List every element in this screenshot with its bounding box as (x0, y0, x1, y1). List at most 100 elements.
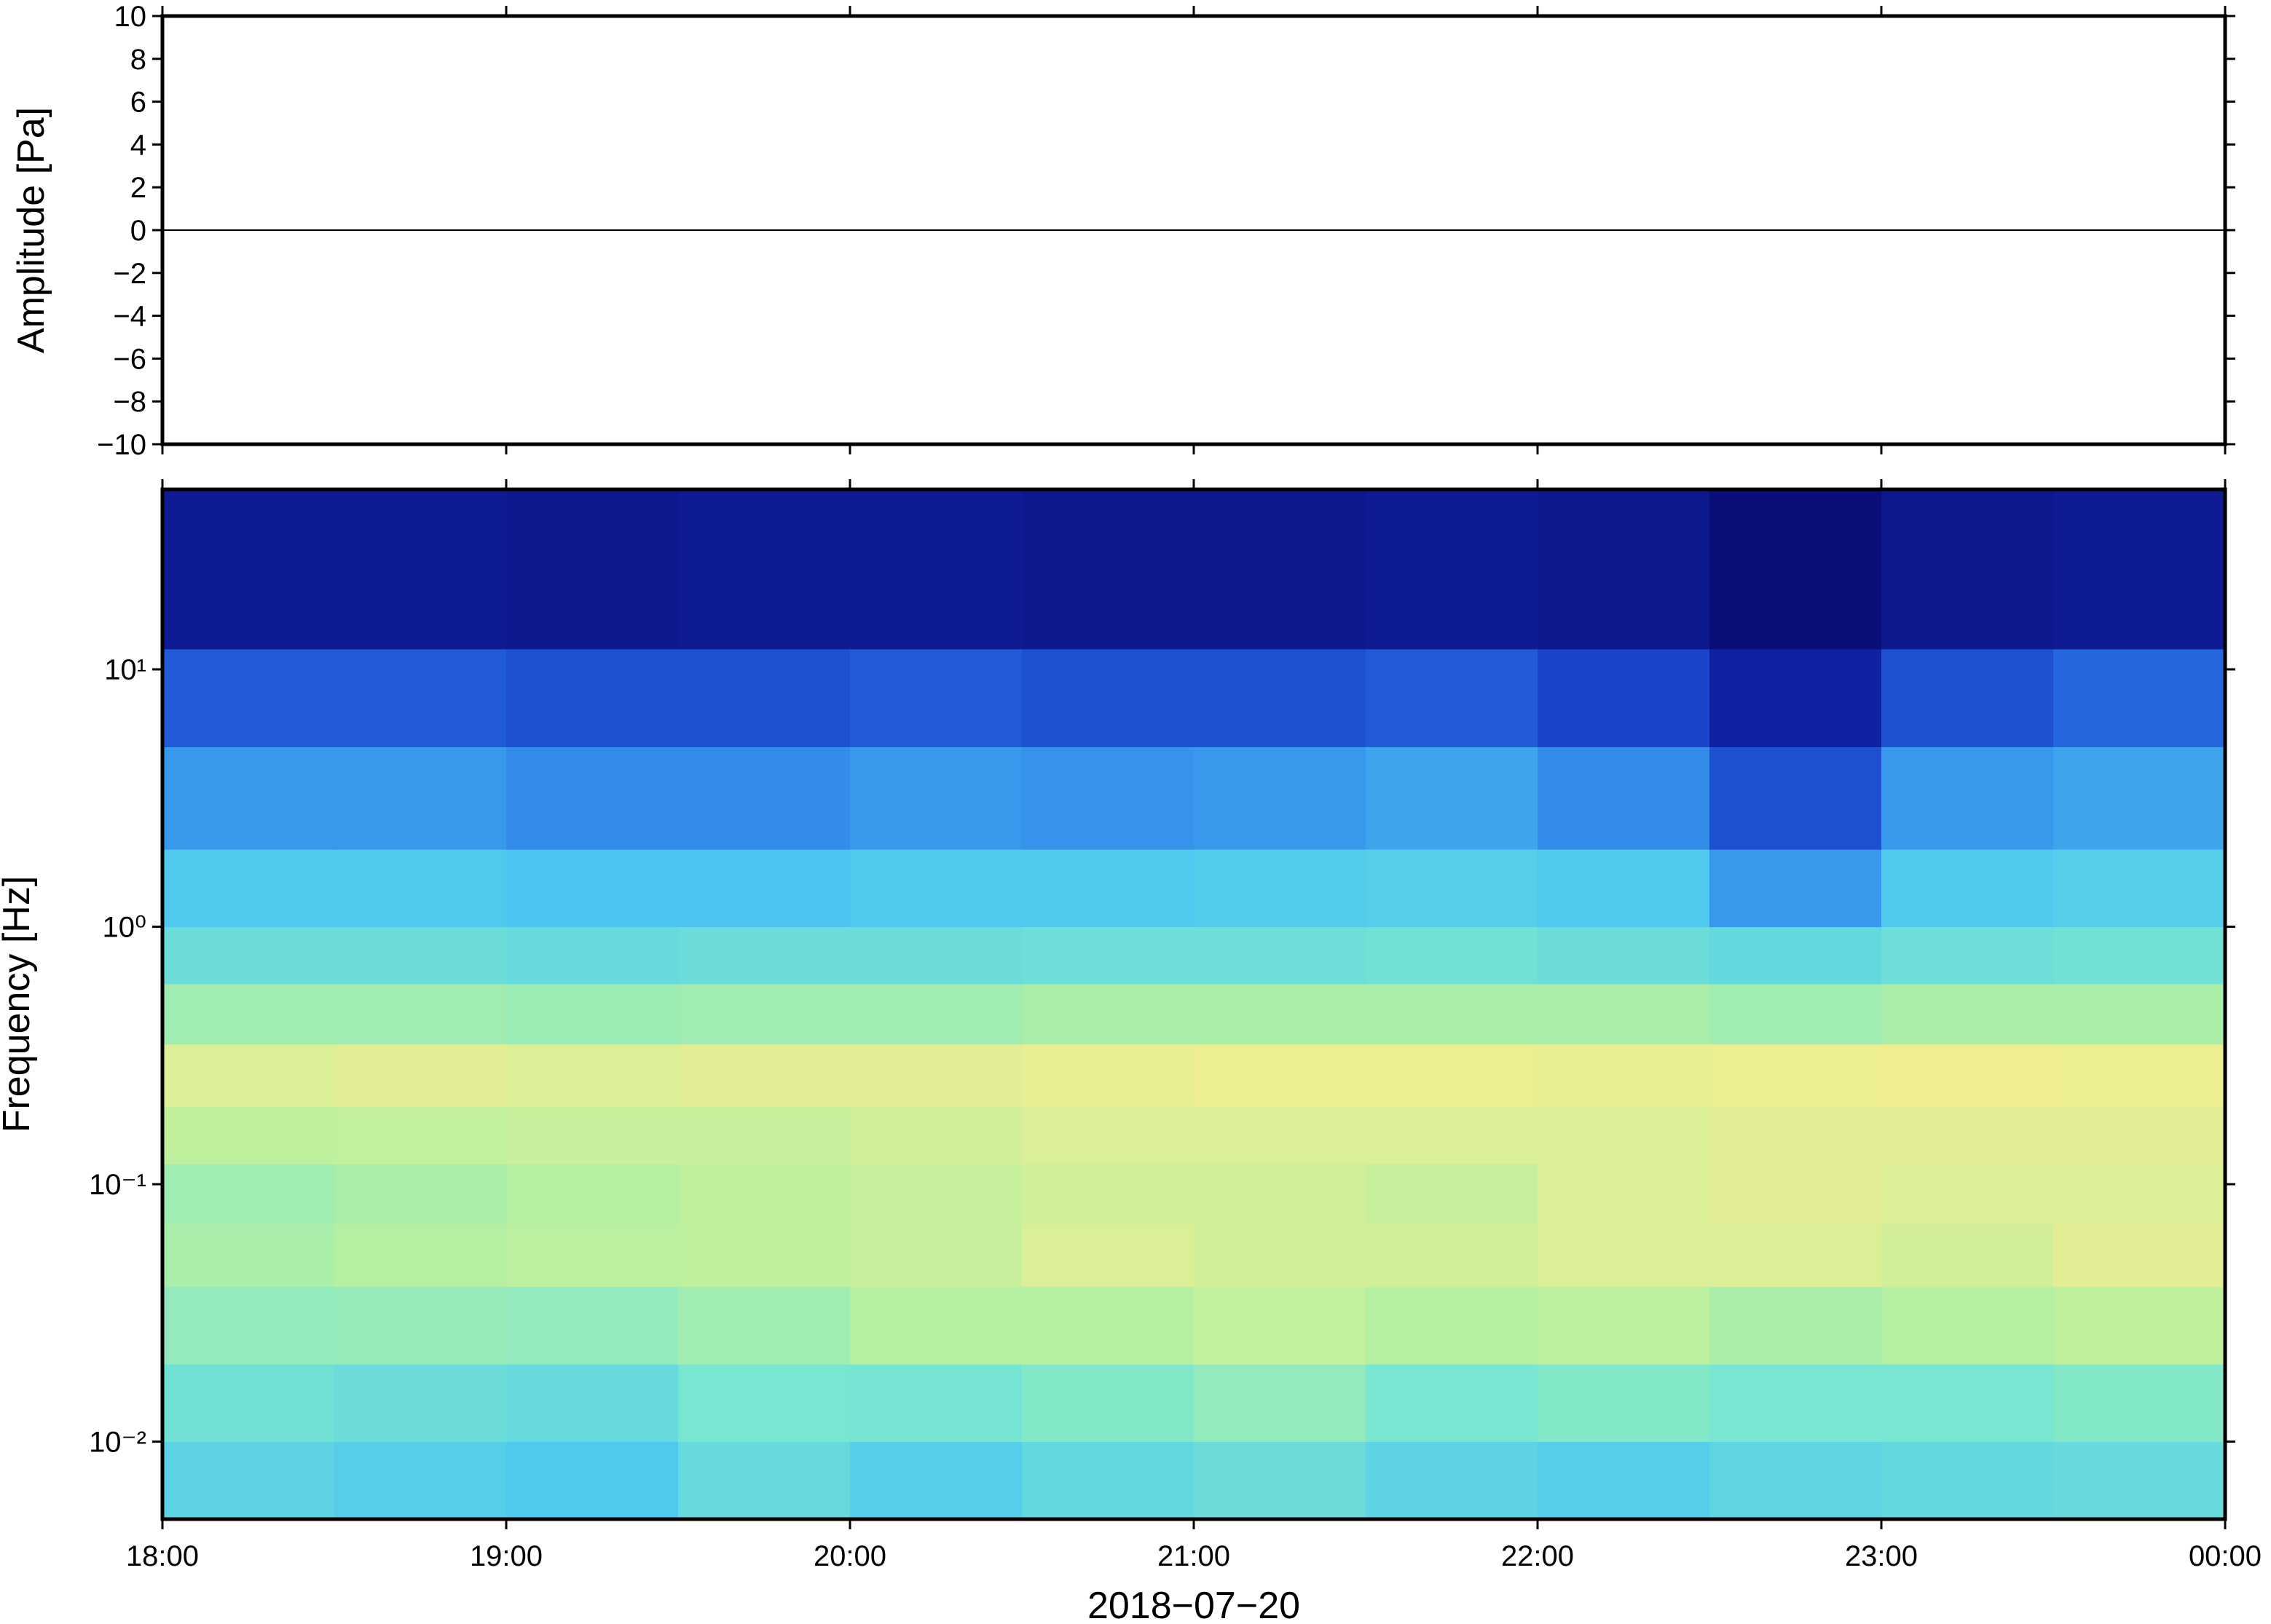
heatmap-cell (334, 1223, 507, 1288)
heatmap-cell (162, 849, 335, 928)
heatmap-cell (2053, 746, 2226, 850)
heatmap-cell (1194, 649, 1366, 747)
heatmap-cell (1538, 746, 1710, 850)
y-tick-label: 2 (130, 172, 146, 204)
heatmap-cell (1194, 1441, 1366, 1520)
heatmap-cell (678, 489, 851, 650)
x-tick-label: 20:00 (814, 1540, 886, 1572)
heatmap-cell (334, 1441, 507, 1520)
heatmap-cell (1194, 746, 1366, 850)
heatmap-cell (1022, 489, 1194, 650)
heatmap-cell (1022, 1223, 1194, 1288)
heatmap-cell (2053, 649, 2226, 747)
heatmap-cell (1709, 649, 1882, 747)
heatmap-cell (1538, 1106, 1710, 1164)
heatmap-cell (1709, 1164, 1882, 1225)
heatmap-cell (678, 1286, 851, 1365)
heatmap-cell (506, 1106, 679, 1164)
heatmap-cell (1709, 849, 1882, 928)
heatmap-cell (162, 1044, 335, 1108)
heatmap-cell (1881, 926, 2054, 985)
heatmap-cell (678, 1164, 851, 1225)
heatmap-cell (1194, 1364, 1366, 1443)
heatmap-cell (1709, 489, 1882, 650)
heatmap-cell (1194, 984, 1366, 1045)
y-tick-label: −10 (97, 429, 146, 461)
heatmap-cell (1022, 649, 1194, 747)
y-tick-label: 10⁻¹ (89, 1169, 146, 1201)
heatmap-cell (678, 984, 851, 1045)
heatmap-cell (678, 649, 851, 747)
heatmap-cell (506, 1044, 679, 1108)
heatmap-cell (1366, 1106, 1538, 1164)
heatmap-cell (506, 1164, 679, 1225)
heatmap-cell (334, 649, 507, 747)
heatmap-cell (1881, 1364, 2054, 1443)
heatmap-cell (1538, 1164, 1710, 1225)
heatmap-cell (1022, 849, 1194, 928)
heatmap-cell (1022, 1441, 1194, 1520)
heatmap-cell (162, 984, 335, 1045)
heatmap-cell (1881, 649, 2054, 747)
heatmap-cell (850, 926, 1023, 985)
heatmap-cell (2053, 849, 2226, 928)
x-tick-label: 19:00 (470, 1540, 543, 1572)
heatmap-cell (1538, 849, 1710, 928)
y-axis-title: Frequency [Hz] (0, 876, 38, 1133)
heatmap-cell (1538, 1223, 1710, 1288)
heatmap-cell (1709, 1286, 1882, 1365)
heatmap-cell (1194, 1044, 1366, 1108)
heatmap-cell (506, 489, 679, 650)
heatmap-cell (1881, 1223, 2054, 1288)
heatmap-cell (678, 1106, 851, 1164)
heatmap-cell (1881, 746, 2054, 850)
y-tick-label: 0 (130, 215, 146, 247)
heatmap-cell (1709, 984, 1882, 1045)
heatmap-cell (334, 1044, 507, 1108)
heatmap-cell (850, 1223, 1023, 1288)
x-tick-label: 21:00 (1157, 1540, 1230, 1572)
heatmap-cell (506, 1441, 679, 1520)
heatmap-cell (1709, 1044, 1882, 1108)
heatmap-cell (162, 926, 335, 985)
heatmap-cell (678, 1364, 851, 1443)
heatmap-cell (850, 984, 1023, 1045)
heatmap-cell (1538, 1286, 1710, 1365)
heatmap-cell (506, 746, 679, 850)
heatmap-cell (1538, 649, 1710, 747)
heatmap-cell (1881, 984, 2054, 1045)
y-tick-label: 8 (130, 44, 146, 76)
heatmap-cell (850, 746, 1023, 850)
x-axis-title: 2018−07−20 (1087, 1585, 1300, 1624)
heatmap-cell (1709, 926, 1882, 985)
heatmap-cell (1366, 649, 1538, 747)
x-tick-label: 22:00 (1501, 1540, 1574, 1572)
heatmap-cell (1366, 1223, 1538, 1288)
heatmap-cell (850, 849, 1023, 928)
heatmap-cell (1022, 1286, 1194, 1365)
heatmap-cell (1366, 1044, 1538, 1108)
x-tick-label: 18:00 (126, 1540, 199, 1572)
heatmap-cell (2053, 1223, 2226, 1288)
heatmap-cell (1366, 489, 1538, 650)
heatmap-cell (1709, 746, 1882, 850)
heatmap-cell (2053, 1286, 2226, 1365)
heatmap-cell (162, 1441, 335, 1520)
heatmap-cell (678, 1441, 851, 1520)
y-tick-label: −6 (113, 343, 146, 375)
heatmap-cell (506, 1223, 679, 1288)
heatmap-cell (1709, 1223, 1882, 1288)
y-tick-label: 4 (130, 129, 146, 161)
heatmap-cell (506, 1286, 679, 1365)
heatmap-cell (1022, 926, 1194, 985)
heatmap-cell (1194, 1164, 1366, 1225)
y-axis-title: Amplitude [Pa] (10, 107, 52, 353)
heatmap-cell (1538, 489, 1710, 650)
y-tick-label: −2 (113, 258, 146, 290)
heatmap-cell (1881, 1441, 2054, 1520)
heatmap-cell (2053, 984, 2226, 1045)
heatmap-cell (1022, 1164, 1194, 1225)
heatmap-cell (334, 926, 507, 985)
heatmap-cell (1709, 1441, 1882, 1520)
